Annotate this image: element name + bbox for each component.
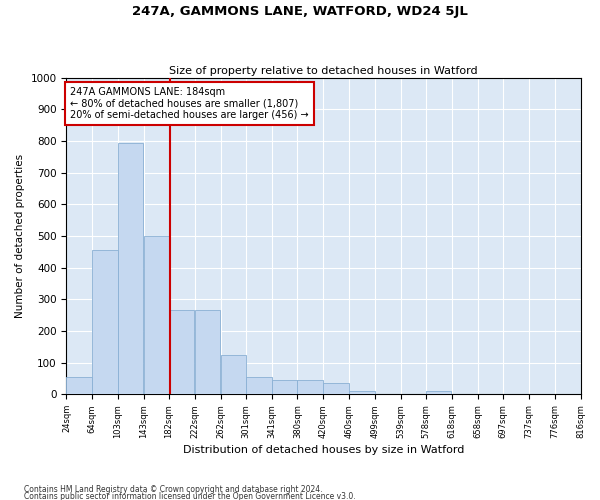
Bar <box>426 391 451 394</box>
Bar <box>349 391 375 394</box>
Text: 247A, GAMMONS LANE, WATFORD, WD24 5JL: 247A, GAMMONS LANE, WATFORD, WD24 5JL <box>132 5 468 18</box>
Bar <box>143 236 169 394</box>
Bar <box>169 310 194 394</box>
X-axis label: Distribution of detached houses by size in Watford: Distribution of detached houses by size … <box>183 445 464 455</box>
Text: 247A GAMMONS LANE: 184sqm
← 80% of detached houses are smaller (1,807)
20% of se: 247A GAMMONS LANE: 184sqm ← 80% of detac… <box>70 87 309 120</box>
Bar <box>298 380 323 394</box>
Bar <box>118 142 143 394</box>
Text: Contains public sector information licensed under the Open Government Licence v3: Contains public sector information licen… <box>24 492 356 500</box>
Bar <box>246 377 272 394</box>
Bar <box>323 383 349 394</box>
Text: Contains HM Land Registry data © Crown copyright and database right 2024.: Contains HM Land Registry data © Crown c… <box>24 486 323 494</box>
Bar <box>221 355 246 395</box>
Bar <box>272 380 298 394</box>
Bar <box>195 310 220 394</box>
Y-axis label: Number of detached properties: Number of detached properties <box>15 154 25 318</box>
Bar <box>92 250 118 394</box>
Title: Size of property relative to detached houses in Watford: Size of property relative to detached ho… <box>169 66 478 76</box>
Bar <box>67 377 92 394</box>
